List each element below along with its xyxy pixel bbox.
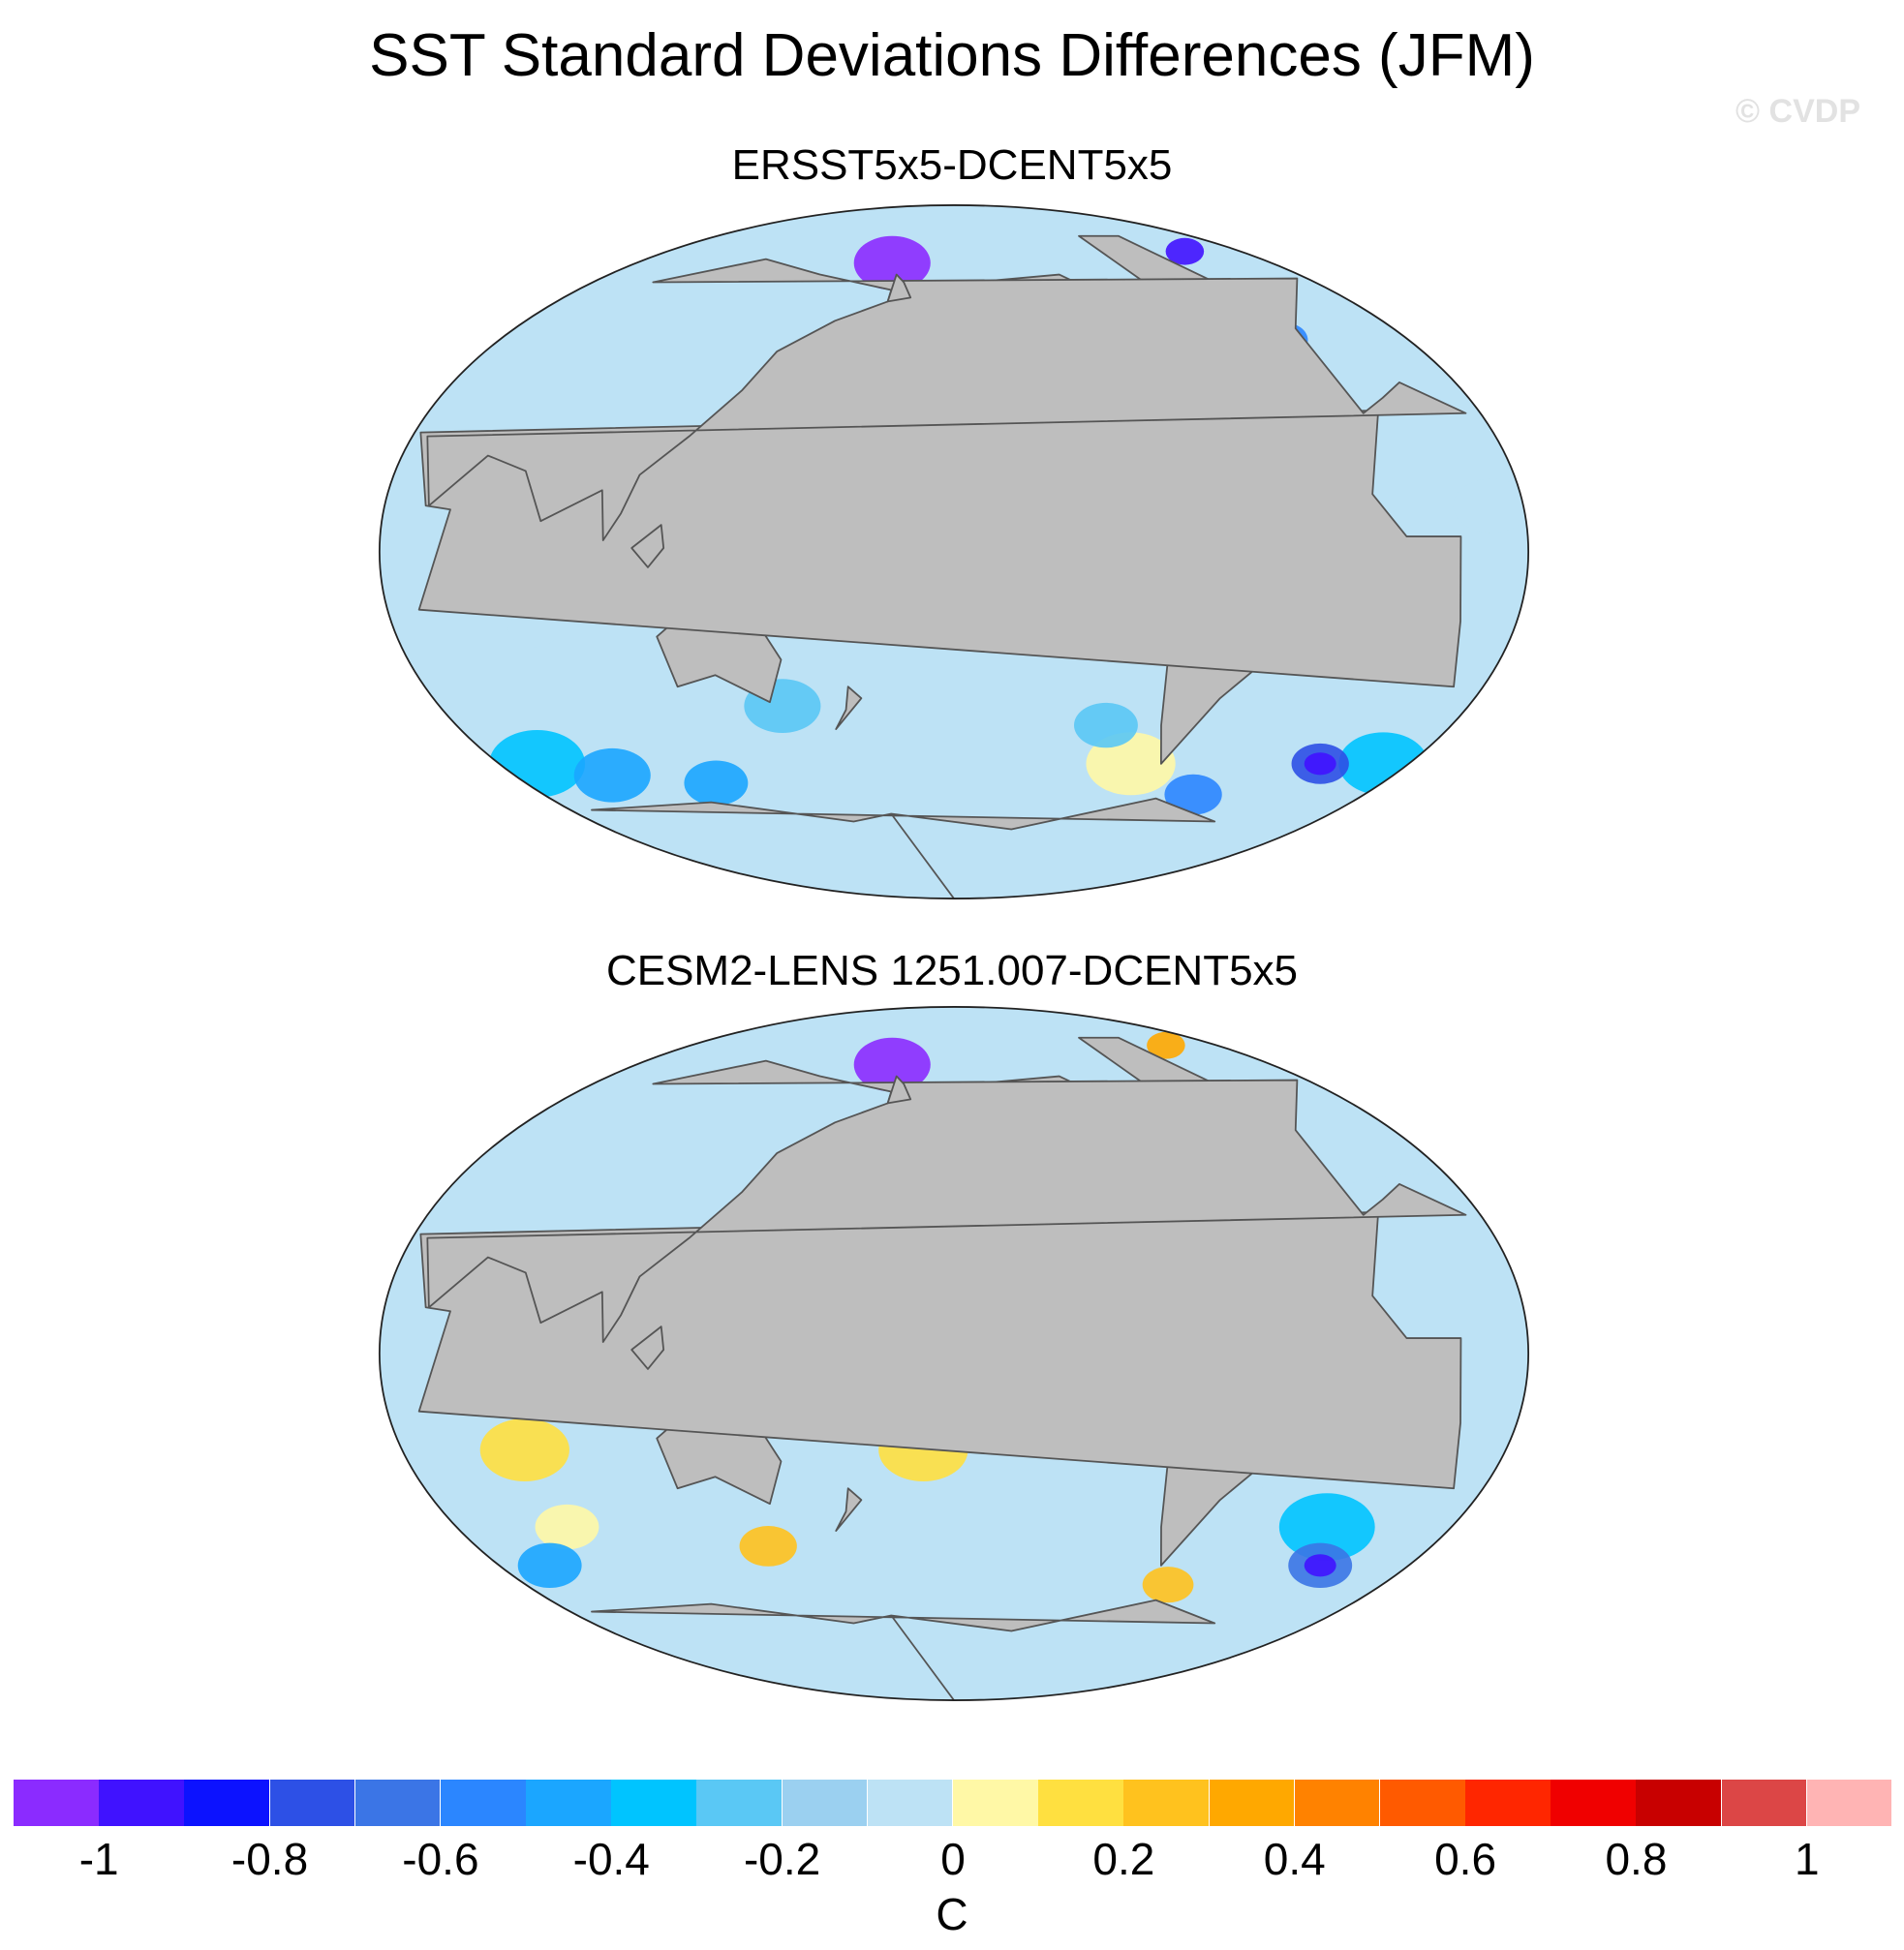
sst-anomaly-patch [739, 1526, 797, 1567]
colorbar-segment [1123, 1780, 1211, 1826]
cvdp-watermark: © CVDP [1735, 93, 1860, 130]
sst-anomaly-patch [1074, 702, 1138, 748]
land-eurasia-west [886, 273, 912, 303]
colorbar-segment [526, 1780, 612, 1826]
land-borneo [630, 1325, 665, 1370]
land-antarctica [591, 1599, 1216, 1701]
sst-anomaly-patch [479, 1417, 569, 1481]
colorbar-segment [1379, 1780, 1466, 1826]
colorbar-tick-label: -0.2 [743, 1834, 821, 1884]
sst-anomaly-patch [1304, 1554, 1336, 1577]
colorbar-segment [99, 1780, 185, 1826]
map-border [378, 204, 1530, 899]
land-eurasia-west [886, 1075, 912, 1105]
colorbar-segment [696, 1780, 783, 1826]
land-borneo [630, 524, 665, 568]
sst-anomaly-patch [853, 1037, 931, 1092]
sst-anomaly-patch [1147, 1031, 1185, 1059]
colorbar-segment [1465, 1780, 1551, 1826]
land-eurasia-east [426, 1059, 1467, 1343]
panel-2-title: CESM2-LENS 1251.007-DCENT5x5 [605, 947, 1299, 994]
colorbar-tick-label: 0 [940, 1834, 966, 1884]
sst-anomaly-patch [573, 747, 651, 803]
figure-title: SST Standard Deviations Differences (JFM… [369, 22, 1535, 89]
sst-anomaly-patch [489, 730, 586, 798]
colorbar-segment [269, 1780, 356, 1826]
land-nz [835, 686, 863, 730]
colorbar-segment [440, 1780, 527, 1826]
colorbar-tick-label: 0.4 [1263, 1834, 1326, 1884]
land-eurasia-east [426, 258, 1467, 541]
colorbar-segment [1294, 1780, 1381, 1826]
colorbar-units: C [936, 1889, 968, 1939]
sst-anomaly-patch [1164, 774, 1222, 815]
colorbar-tick-label: 0.2 [1092, 1834, 1155, 1884]
colorbar-segment [1806, 1780, 1893, 1826]
colorbar-tick-label: -1 [78, 1834, 119, 1884]
sst-anomaly-patch [517, 1542, 582, 1589]
sst-anomaly-patch [1304, 752, 1336, 776]
colorbar-tick-label: 0.8 [1605, 1834, 1668, 1884]
sst-anomaly-patch [684, 760, 749, 806]
colorbar-segment [1551, 1780, 1637, 1826]
land-nz [835, 1487, 863, 1532]
colorbar-tick-label: -0.6 [402, 1834, 479, 1884]
colorbar-segment [184, 1780, 271, 1826]
colorbar-tick-label: 1 [1795, 1834, 1820, 1884]
land-antarctica [591, 797, 1216, 899]
colorbar-segment [1721, 1780, 1808, 1826]
colorbar-segment [953, 1780, 1039, 1826]
colorbar-tick-label: -0.8 [230, 1834, 309, 1884]
colorbar-tick-label: -0.4 [572, 1834, 650, 1884]
colorbar-segment [782, 1780, 869, 1826]
panel-2-map [378, 1006, 1530, 1701]
panel-1-map [378, 204, 1530, 899]
map-border [378, 1006, 1530, 1701]
sst-anomaly-patch [1142, 1567, 1194, 1603]
colorbar-tick-label: 0.6 [1434, 1834, 1497, 1884]
sst-anomaly-patch [1278, 1493, 1375, 1561]
colorbar-segment [867, 1780, 954, 1826]
sst-anomaly-patch [853, 235, 931, 290]
sst-anomaly-patch [535, 1504, 599, 1550]
colorbar-segment [14, 1780, 100, 1826]
colorbar [14, 1780, 1893, 1826]
sst-anomaly-patch [1453, 478, 1529, 533]
colorbar-segment [1636, 1780, 1723, 1826]
colorbar-segment [1209, 1780, 1296, 1826]
colorbar-segment [1038, 1780, 1124, 1826]
colorbar-segment [611, 1780, 697, 1826]
panel-1-title: ERSST5x5-DCENT5x5 [731, 141, 1173, 189]
sst-anomaly-patch [1165, 237, 1205, 265]
sst-anomaly-patch [1338, 732, 1428, 796]
colorbar-segment [354, 1780, 442, 1826]
sst-anomaly-patch [1086, 732, 1176, 796]
